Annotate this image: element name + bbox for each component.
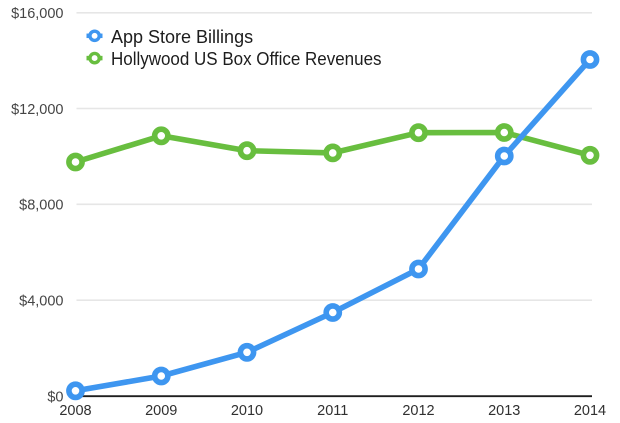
svg-text:Hollywood US Box Office Revenu: Hollywood US Box Office Revenues bbox=[111, 49, 382, 69]
svg-text:2009: 2009 bbox=[145, 403, 177, 419]
svg-text:$0: $0 bbox=[47, 390, 63, 406]
svg-text:2010: 2010 bbox=[231, 403, 263, 419]
svg-text:$8,000: $8,000 bbox=[19, 198, 63, 214]
svg-text:2008: 2008 bbox=[59, 403, 91, 419]
svg-text:2011: 2011 bbox=[317, 403, 348, 419]
svg-text:$16,000: $16,000 bbox=[11, 6, 63, 22]
svg-text:2014: 2014 bbox=[574, 403, 606, 419]
svg-text:2013: 2013 bbox=[488, 403, 520, 419]
svg-text:$4,000: $4,000 bbox=[19, 294, 63, 310]
svg-text:2012: 2012 bbox=[402, 403, 434, 419]
svg-text:$12,000: $12,000 bbox=[11, 102, 63, 118]
svg-text:App Store Billings: App Store Billings bbox=[111, 27, 253, 47]
